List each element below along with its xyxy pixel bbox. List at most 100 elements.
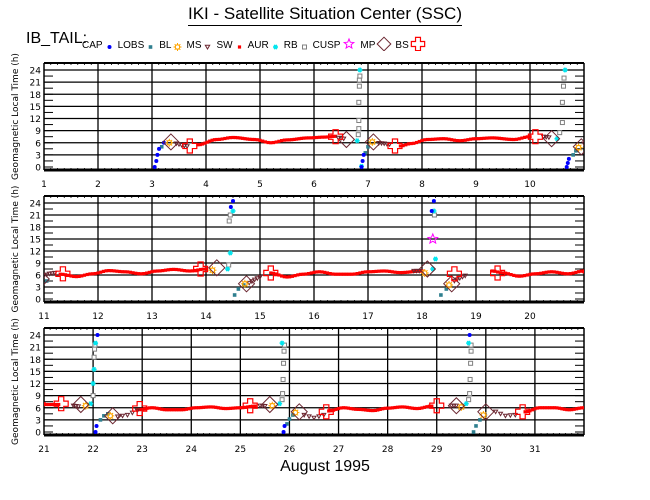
point-sw	[277, 273, 281, 277]
panel-3: 0 3 6 9 12 15 18 21 24 21 22 23 24 25 26 27 28 29 30 31 Geom…	[11, 318, 585, 455]
point-sw	[363, 408, 368, 412]
legend-item-bs: BS	[394, 35, 426, 51]
point-sw	[398, 405, 402, 409]
point-sw	[582, 406, 584, 410]
point-sw	[572, 407, 576, 411]
point-sw	[236, 136, 240, 140]
point-ms	[590, 140, 594, 143]
point-sw	[271, 140, 276, 145]
point-ms	[306, 414, 312, 420]
legend-marker-dot-icon	[107, 45, 112, 49]
x-tick-label: 8	[419, 180, 425, 190]
point-sw	[323, 270, 327, 274]
point-sw	[309, 136, 313, 140]
x-tick-label: 20	[524, 312, 536, 322]
panel-2-data	[44, 199, 584, 297]
panel-1-data	[152, 67, 594, 169]
y-tick-label: 6	[35, 404, 41, 414]
point-sw	[212, 138, 217, 142]
point-sw	[577, 406, 581, 410]
point-sw	[496, 270, 500, 274]
point-sw	[548, 406, 552, 410]
point-sw	[495, 136, 499, 140]
point-rb	[355, 132, 361, 138]
y-axis-label: Geomagnetic Local Time (h)	[11, 53, 21, 180]
point-sw	[413, 406, 417, 411]
point-sw	[571, 271, 575, 275]
point-aur	[433, 256, 438, 262]
point-sw	[152, 406, 157, 410]
point-bs	[263, 265, 279, 281]
point-sw	[555, 406, 559, 410]
point-sw	[447, 137, 451, 141]
legend-marker-sun-icon	[173, 43, 182, 51]
legend-item-rb: RB	[283, 35, 310, 51]
legend-marker-cross-icon	[410, 36, 426, 51]
point-ms	[257, 274, 263, 280]
point-sw	[209, 405, 213, 409]
point-sw	[315, 135, 319, 140]
point-sw	[91, 272, 95, 276]
point-sw	[192, 406, 196, 410]
x-tick-label: 18	[416, 312, 428, 322]
point-sw	[361, 270, 365, 274]
point-sw	[514, 137, 519, 141]
point-sw	[331, 272, 335, 276]
point-sw	[58, 272, 62, 276]
point-ms	[114, 414, 121, 420]
point-sw	[72, 274, 76, 279]
x-tick-label: 6	[311, 180, 317, 190]
point-rb	[467, 391, 473, 397]
point-cap	[564, 165, 569, 169]
point-rb	[559, 99, 565, 105]
x-tick-label: 23	[136, 445, 147, 455]
point-bs	[53, 396, 69, 412]
point-ms	[119, 413, 126, 419]
point-bs	[132, 400, 148, 417]
point-sw	[185, 269, 189, 273]
point-bs	[242, 398, 258, 414]
point-sw	[297, 137, 301, 141]
point-aur	[357, 67, 363, 73]
point-sw	[197, 406, 201, 410]
point-sw	[57, 402, 61, 407]
point-sw	[285, 275, 289, 279]
point-sw	[328, 135, 332, 139]
point-sw	[506, 272, 510, 276]
point-lobs	[285, 422, 289, 426]
point-sw	[567, 408, 571, 412]
y-tick-label: 6	[35, 139, 41, 149]
legend-item-cap: CAP	[81, 35, 115, 51]
point-rb	[561, 75, 567, 81]
x-tick-label: 4	[203, 180, 209, 190]
point-sw	[143, 407, 147, 411]
point-sw	[274, 272, 278, 276]
point-sw	[579, 406, 584, 410]
x-tick-label: 26	[284, 445, 296, 455]
point-sw	[290, 138, 294, 142]
point-sw	[420, 406, 424, 410]
point-lobs	[363, 151, 368, 155]
point-rb	[431, 212, 437, 218]
point-sw	[350, 272, 354, 276]
point-sw	[349, 406, 353, 411]
point-bl	[81, 401, 90, 410]
point-sw	[325, 135, 330, 139]
point-sw	[128, 270, 132, 274]
point-sw	[410, 270, 414, 274]
point-sw	[226, 136, 230, 140]
legend-item-bl: BL	[158, 35, 183, 51]
y-tick-label: 21	[30, 344, 41, 354]
point-sw	[203, 141, 207, 145]
point-sw	[93, 271, 97, 276]
point-sw	[538, 406, 542, 410]
point-sw	[245, 137, 249, 141]
point-rb	[557, 130, 563, 136]
point-sw	[552, 406, 557, 410]
point-sw	[115, 269, 119, 273]
point-bl	[457, 402, 466, 411]
point-sw	[570, 408, 574, 412]
x-tick-label: 25	[235, 445, 246, 455]
point-cap	[467, 333, 472, 337]
point-sw	[356, 407, 360, 411]
